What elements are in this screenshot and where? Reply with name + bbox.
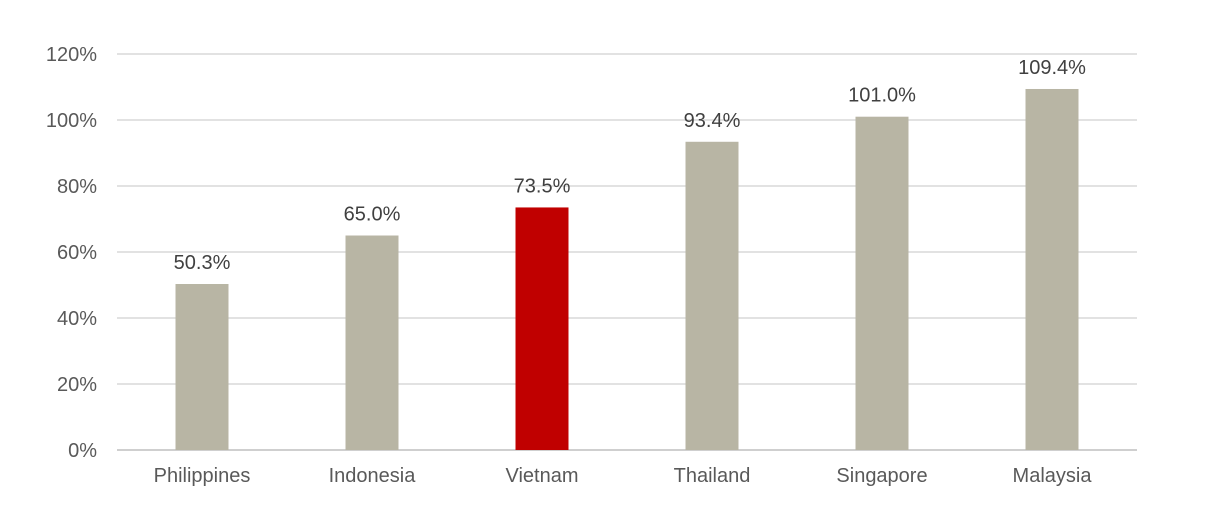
bar-malaysia xyxy=(1025,88,1079,450)
x-axis-category-labels: Philippines Indonesia Vietnam Thailand Singa… xyxy=(154,465,1093,487)
category-label-singapore: Singapore xyxy=(836,465,927,487)
data-label-malaysia: 109.4% xyxy=(1018,57,1086,79)
bar-indonesia xyxy=(345,235,399,450)
y-tick-label: 100% xyxy=(46,110,97,132)
data-label-indonesia: 65.0% xyxy=(344,204,401,226)
y-tick-label: 20% xyxy=(57,374,97,396)
y-tick-label: 40% xyxy=(57,308,97,330)
category-label-indonesia: Indonesia xyxy=(329,465,417,487)
category-label-philippines: Philippines xyxy=(154,465,251,487)
bar-singapore xyxy=(855,116,909,450)
bars xyxy=(175,88,1079,450)
category-label-vietnam: Vietnam xyxy=(505,465,578,487)
data-label-vietnam: 73.5% xyxy=(514,175,571,197)
y-tick-label: 0% xyxy=(68,440,97,462)
y-tick-label: 120% xyxy=(46,44,97,66)
bar-vietnam xyxy=(515,207,569,450)
data-label-singapore: 101.0% xyxy=(848,85,916,107)
data-label-philippines: 50.3% xyxy=(174,252,231,274)
category-label-thailand: Thailand xyxy=(674,465,751,487)
category-label-malaysia: Malaysia xyxy=(1013,465,1093,487)
y-tick-label: 80% xyxy=(57,176,97,198)
bar-philippines xyxy=(175,284,229,450)
grid-lines xyxy=(117,53,1137,451)
data-label-thailand: 93.4% xyxy=(684,110,741,132)
y-tick-label: 60% xyxy=(57,242,97,264)
y-axis-tick-labels: 0% 20% 40% 60% 80% 100% 120% xyxy=(46,44,97,462)
bar-thailand xyxy=(685,141,739,450)
data-labels: 50.3% 65.0% 73.5% 93.4% 101.0% 109.4% xyxy=(174,57,1086,274)
